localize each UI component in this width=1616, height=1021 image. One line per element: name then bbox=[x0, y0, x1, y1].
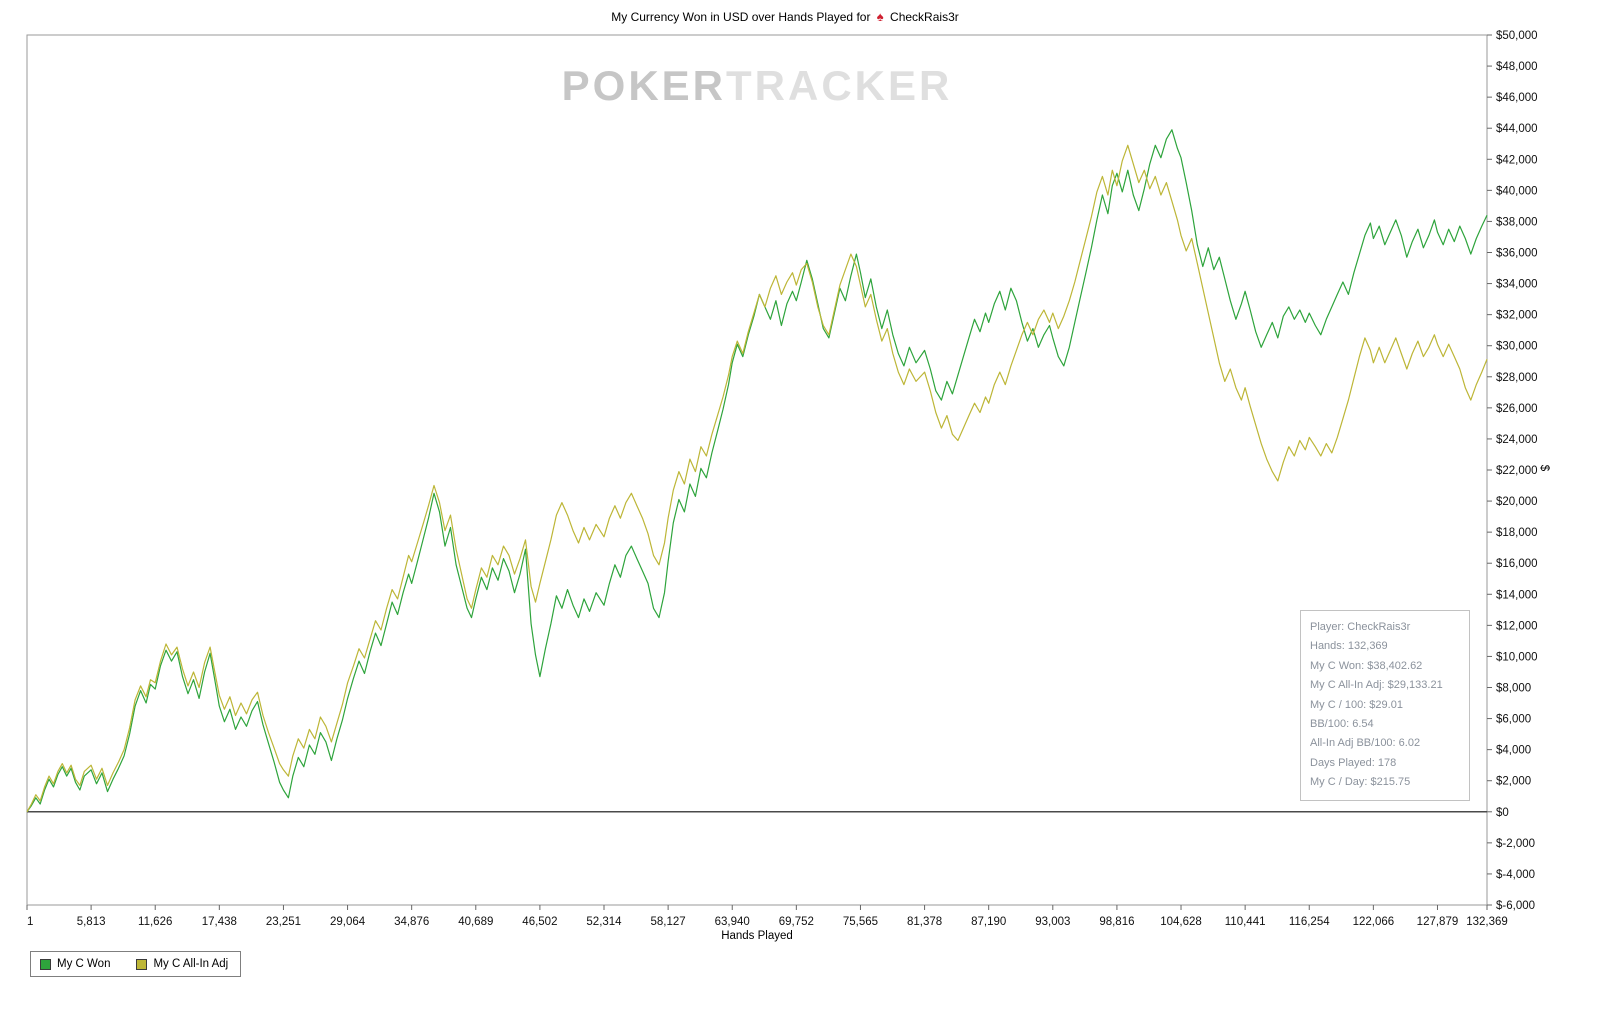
y-tick-label: $20,000 bbox=[1496, 496, 1538, 508]
y-tick-label: $22,000 bbox=[1496, 465, 1538, 477]
y-tick-label: $10,000 bbox=[1496, 651, 1538, 663]
y-tick-label: $8,000 bbox=[1496, 683, 1531, 695]
y-tick-label: $46,000 bbox=[1496, 92, 1538, 104]
x-tick-label: 104,628 bbox=[1160, 916, 1202, 928]
chart-title: My Currency Won in USD over Hands Played… bbox=[0, 9, 1570, 24]
y-tick-label: $40,000 bbox=[1496, 185, 1538, 197]
y-tick-label: $32,000 bbox=[1496, 310, 1538, 322]
stats-line: My C Won: $38,402.62 bbox=[1310, 659, 1423, 672]
x-tick-label: 122,066 bbox=[1353, 916, 1395, 928]
y-tick-label: $44,000 bbox=[1496, 123, 1538, 135]
y-tick-label: $50,000 bbox=[1496, 30, 1538, 42]
y-tick-label: $14,000 bbox=[1496, 589, 1538, 601]
x-tick-label: 75,565 bbox=[843, 916, 878, 928]
stats-line: Hands: 132,369 bbox=[1310, 640, 1388, 653]
x-axis-title: Hands Played bbox=[721, 930, 793, 942]
x-tick-label: 63,940 bbox=[715, 916, 750, 928]
legend-label: My C Won bbox=[57, 958, 111, 970]
y-tick-label: $0 bbox=[1496, 807, 1509, 819]
x-tick-label: 69,752 bbox=[779, 916, 814, 928]
legend-swatch bbox=[40, 958, 51, 970]
x-tick-label: 5,813 bbox=[77, 916, 106, 928]
legend-swatch bbox=[136, 958, 148, 970]
stats-line: My C All-In Adj: $29,133.21 bbox=[1310, 679, 1443, 692]
series-line-my-c-won bbox=[26, 129, 1488, 813]
legend-label: My C All-In Adj bbox=[153, 958, 229, 970]
x-tick-label: 52,314 bbox=[586, 916, 622, 928]
x-tick-label: 1 bbox=[27, 916, 33, 928]
chart-title-text: My Currency Won in USD over Hands Played… bbox=[611, 10, 871, 24]
y-axis-title: $ bbox=[1538, 464, 1551, 472]
y-tick-label: $4,000 bbox=[1496, 745, 1531, 757]
y-tick-label: $36,000 bbox=[1496, 248, 1538, 260]
x-tick-label: 58,127 bbox=[651, 916, 686, 928]
stats-line: Days Played: 178 bbox=[1310, 756, 1397, 769]
x-tick-label: 17,438 bbox=[202, 916, 237, 928]
x-tick-label: 11,626 bbox=[138, 916, 172, 928]
x-tick-label: 98,816 bbox=[1099, 916, 1134, 928]
x-tick-label: 81,378 bbox=[907, 916, 942, 928]
plot-border bbox=[26, 34, 1488, 906]
x-tick-label: 110,441 bbox=[1225, 916, 1266, 928]
legend-item-my-c-won: My C Won bbox=[40, 958, 110, 970]
x-tick-label: 40,689 bbox=[458, 916, 493, 928]
x-tick-label: 34,876 bbox=[394, 916, 429, 928]
y-tick-label: $-4,000 bbox=[1496, 869, 1535, 881]
y-tick-label: $30,000 bbox=[1496, 341, 1538, 353]
stats-line: Player: CheckRais3r bbox=[1310, 621, 1411, 633]
y-tick-label: $6,000 bbox=[1496, 714, 1531, 726]
y-tick-label: $18,000 bbox=[1496, 527, 1538, 539]
y-tick-label: $-2,000 bbox=[1496, 838, 1535, 850]
legend-item-my-c-all-in-adj: My C All-In Adj bbox=[136, 958, 228, 970]
y-tick-label: $-6,000 bbox=[1496, 900, 1535, 912]
y-tick-label: $26,000 bbox=[1496, 403, 1538, 415]
y-tick-label: $42,000 bbox=[1496, 154, 1538, 166]
stats-box: Player: CheckRais3r Hands: 132,369 My C Wo… bbox=[1300, 610, 1470, 801]
x-tick-label: 87,190 bbox=[971, 916, 1006, 928]
x-tick-label: 46,502 bbox=[522, 916, 557, 928]
y-tick-label: $2,000 bbox=[1496, 776, 1531, 788]
pokertracker-watermark: POKERTRACKER bbox=[562, 62, 953, 109]
x-tick-label: 93,003 bbox=[1035, 916, 1070, 928]
stats-line: My C / 100: $29.01 bbox=[1310, 698, 1403, 711]
y-tick-label: $34,000 bbox=[1496, 279, 1538, 291]
series-line-my-c-all-in-adj bbox=[26, 144, 1488, 813]
stats-line: My C / Day: $215.75 bbox=[1310, 776, 1411, 789]
y-tick-label: $24,000 bbox=[1496, 434, 1538, 446]
stats-line: BB/100: 6.54 bbox=[1310, 718, 1374, 731]
player-name: CheckRais3r bbox=[890, 10, 959, 24]
x-tick-label: 116,254 bbox=[1289, 916, 1330, 928]
x-tick-label: 23,251 bbox=[266, 916, 301, 928]
y-tick-label: $48,000 bbox=[1496, 61, 1538, 73]
legend: My C Won My C All-In Adj bbox=[30, 951, 242, 977]
y-tick-label: $12,000 bbox=[1496, 620, 1538, 632]
stats-line: All-In Adj BB/100: 6.02 bbox=[1310, 737, 1421, 750]
y-tick-label: $38,000 bbox=[1496, 216, 1538, 228]
y-tick-label: $16,000 bbox=[1496, 558, 1538, 570]
pokerstars-spade-icon: ♠ bbox=[876, 9, 884, 24]
y-tick-label: $28,000 bbox=[1496, 372, 1538, 384]
x-tick-label: 29,064 bbox=[330, 916, 366, 928]
x-tick-label: 132,369 bbox=[1466, 916, 1508, 928]
x-tick-label: 127,879 bbox=[1417, 916, 1459, 928]
